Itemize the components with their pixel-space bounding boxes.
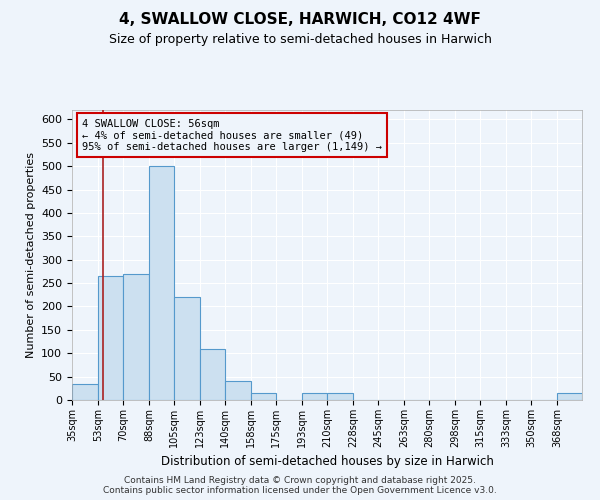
Text: Contains HM Land Registry data © Crown copyright and database right 2025.
Contai: Contains HM Land Registry data © Crown c…	[103, 476, 497, 495]
Bar	[200, 348, 225, 400]
Bar	[123, 274, 149, 400]
Bar	[557, 393, 582, 400]
Bar	[98, 276, 123, 400]
Bar	[225, 382, 251, 400]
X-axis label: Distribution of semi-detached houses by size in Harwich: Distribution of semi-detached houses by …	[161, 456, 493, 468]
Bar	[251, 393, 276, 400]
Text: 4, SWALLOW CLOSE, HARWICH, CO12 4WF: 4, SWALLOW CLOSE, HARWICH, CO12 4WF	[119, 12, 481, 28]
Bar	[302, 393, 327, 400]
Bar	[72, 384, 98, 400]
Y-axis label: Number of semi-detached properties: Number of semi-detached properties	[26, 152, 35, 358]
Text: 4 SWALLOW CLOSE: 56sqm
← 4% of semi-detached houses are smaller (49)
95% of semi: 4 SWALLOW CLOSE: 56sqm ← 4% of semi-deta…	[82, 118, 382, 152]
Text: Size of property relative to semi-detached houses in Harwich: Size of property relative to semi-detach…	[109, 32, 491, 46]
Bar	[149, 166, 174, 400]
Bar	[327, 393, 353, 400]
Bar	[174, 297, 200, 400]
